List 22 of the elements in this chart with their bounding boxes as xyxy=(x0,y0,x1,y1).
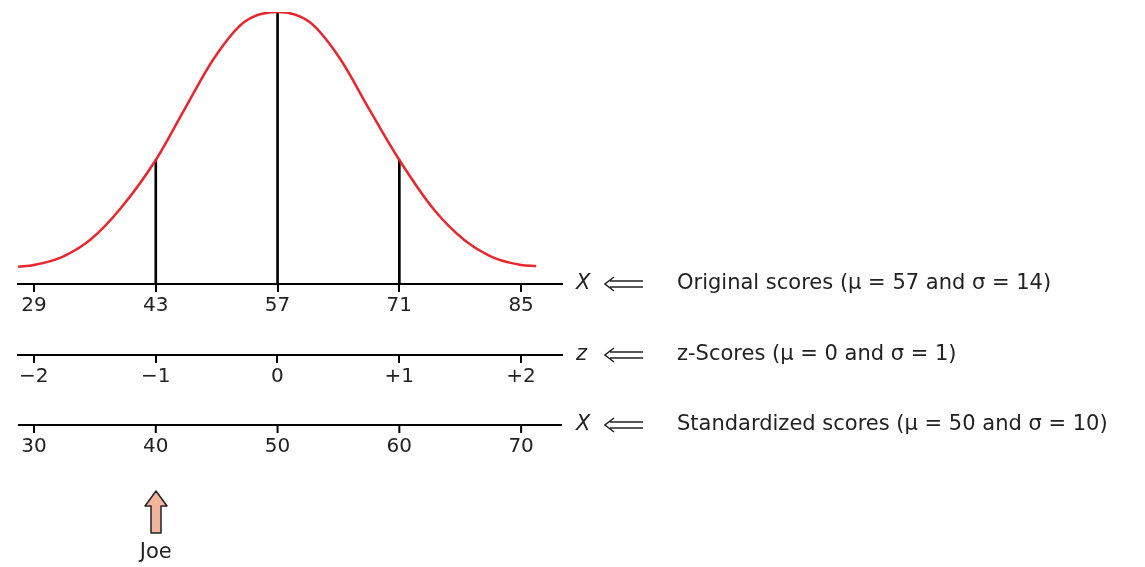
text: 50 xyxy=(264,433,291,458)
x2-tick-label: 0 xyxy=(271,363,284,388)
text: 70 xyxy=(508,433,534,458)
x2-axis-title: z xyxy=(575,341,588,366)
text: X xyxy=(575,411,591,436)
x2-tick-label: −2 xyxy=(19,363,49,388)
text: Standardized scores (μ = 50 and σ = 10) xyxy=(677,411,1108,436)
x-axis-title: X xyxy=(575,270,591,295)
text: Joe xyxy=(137,539,172,564)
x-tick-label: 71 xyxy=(386,292,413,317)
x-tick-label: 57 xyxy=(264,292,291,317)
x-tick-label: 29 xyxy=(21,292,47,317)
text: Original scores (μ = 57 and σ = 14) xyxy=(677,270,1052,295)
x-tick-label: 85 xyxy=(508,292,534,317)
x2-tick-label: −1 xyxy=(140,363,171,388)
x-tick-label: 43 xyxy=(143,292,169,317)
x2-tick-label: +2 xyxy=(506,363,536,388)
text: z-Scores (μ = 0 and σ = 1) xyxy=(677,341,957,366)
x2-tick-label: +1 xyxy=(384,363,415,388)
text: 30 xyxy=(21,433,47,458)
text: 60 xyxy=(386,433,413,458)
text: 40 xyxy=(143,433,169,458)
